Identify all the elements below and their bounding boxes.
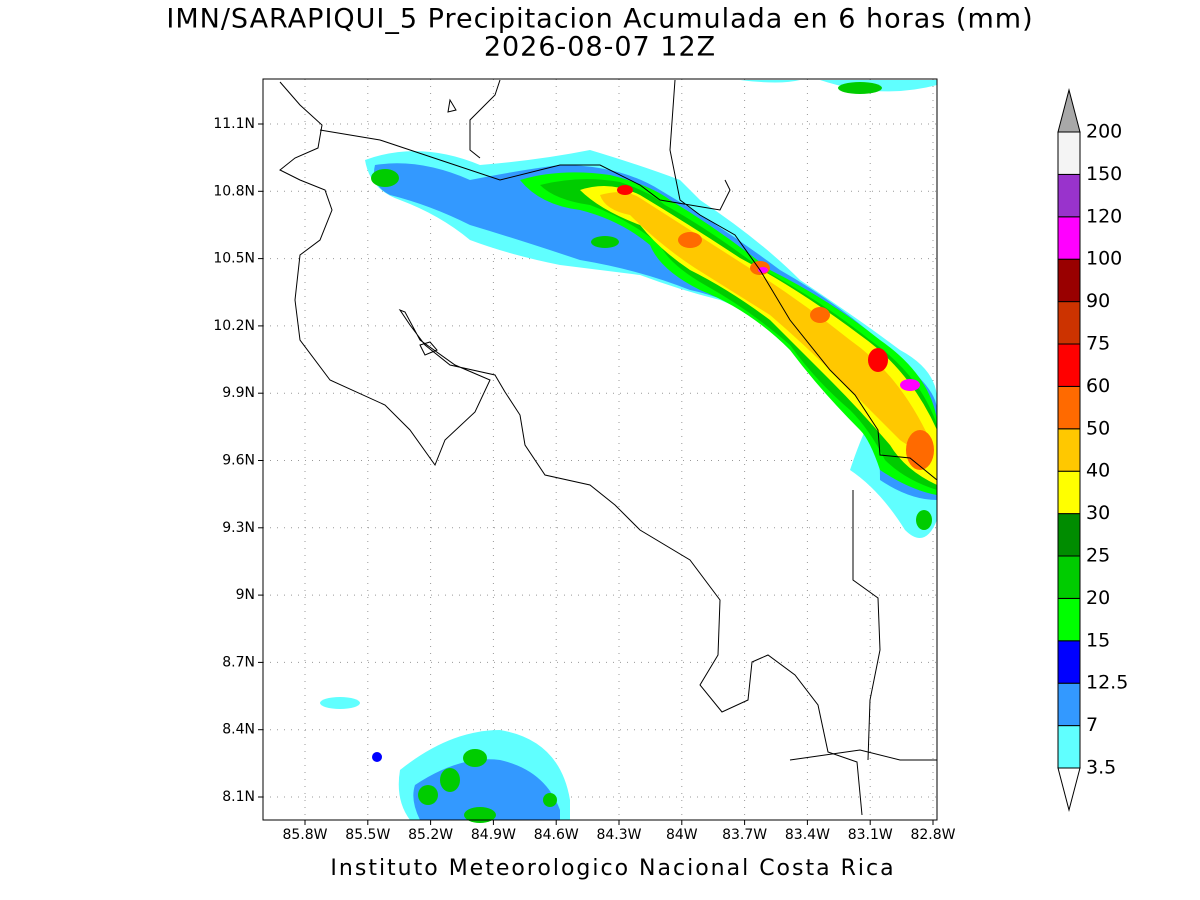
- colorbar-box: [1057, 555, 1081, 599]
- colorbar-box: [1057, 428, 1081, 472]
- colorbar-label: 15: [1086, 629, 1110, 651]
- lat-tick-label: 8.7N: [222, 654, 255, 670]
- colorbar-label: 25: [1086, 545, 1110, 567]
- colorbar-label: 40: [1086, 460, 1110, 482]
- lat-tick-label: 10.5N: [213, 251, 255, 267]
- colorbar-label: 3.5: [1086, 757, 1116, 779]
- lon-tick-label: 83.1W: [848, 827, 893, 843]
- lat-tick-label: 10.2N: [213, 318, 255, 334]
- colorbar-box: [1057, 173, 1081, 218]
- lon-tick-label: 83.4W: [785, 827, 830, 843]
- lon-tick-label: 85.5W: [345, 827, 390, 843]
- lon-tick-label: 85.8W: [282, 827, 327, 843]
- colorbar-box: [1057, 258, 1081, 303]
- colorbar-label: 20: [1086, 587, 1110, 609]
- colorbar-label: 12.5: [1086, 672, 1128, 694]
- colorbar-box: [1057, 597, 1081, 642]
- colorbar-label: 200: [1086, 121, 1122, 143]
- lat-tick-label: 11.1N: [213, 116, 255, 132]
- lat-tick-label: 9.3N: [222, 520, 255, 536]
- lat-tick-label: 9.6N: [222, 453, 255, 469]
- lon-tick-label: 82.8W: [910, 827, 955, 843]
- lon-tick-label: 83.7W: [722, 827, 767, 843]
- colorbar-box: [1057, 682, 1081, 727]
- lon-tick-label: 84.9W: [471, 827, 516, 843]
- colorbar-under: [1057, 767, 1081, 812]
- colorbar-box: [1057, 131, 1081, 175]
- title: IMN/SARAPIQUI_5 Precipitacion Acumulada …: [166, 4, 1033, 35]
- lon-tick-label: 85.2W: [408, 827, 453, 843]
- colorbar-box: [1057, 513, 1081, 557]
- colorbar-label: 7: [1086, 714, 1098, 736]
- colorbar-box: [1057, 343, 1081, 387]
- coastline: [279, 79, 938, 816]
- colorbar-label: 75: [1086, 333, 1110, 355]
- subtitle: 2026-08-07 12Z: [484, 32, 716, 63]
- lon-tick-label: 84.3W: [596, 827, 641, 843]
- colorbar-label: 150: [1086, 163, 1122, 185]
- lon-tick-label: 84W: [666, 827, 698, 843]
- colorbar-label: 30: [1086, 502, 1110, 524]
- lat-tick-label: 9N: [236, 587, 255, 603]
- footer: Instituto Meteorologico Nacional Costa R…: [330, 856, 895, 881]
- colorbar-box: [1057, 640, 1081, 684]
- colorbar-box: [1057, 725, 1081, 769]
- colorbar-box: [1057, 301, 1081, 345]
- colorbar: 3.5 7 12.5 15 20 25 30 40 50 60 75 90 100 120 150 200: [1057, 88, 1128, 812]
- lon-tick-label: 84.6W: [534, 827, 579, 843]
- colorbar-box: [1057, 216, 1081, 260]
- colorbar-label: 60: [1086, 375, 1110, 397]
- colorbar-label: 50: [1086, 417, 1110, 439]
- colorbar-label: 100: [1086, 248, 1122, 270]
- lat-tick-label: 8.1N: [222, 789, 255, 805]
- colorbar-box: [1057, 470, 1081, 515]
- lat-tick-label: 9.9N: [222, 385, 255, 401]
- colorbar-label: 120: [1086, 205, 1122, 227]
- lat-tick-label: 10.8N: [213, 183, 255, 199]
- colorbar-box: [1057, 385, 1081, 430]
- colorbar-label: 90: [1086, 290, 1110, 312]
- lat-tick-label: 8.4N: [222, 722, 255, 738]
- map-frame: [262, 78, 938, 821]
- colorbar-over: [1057, 88, 1081, 133]
